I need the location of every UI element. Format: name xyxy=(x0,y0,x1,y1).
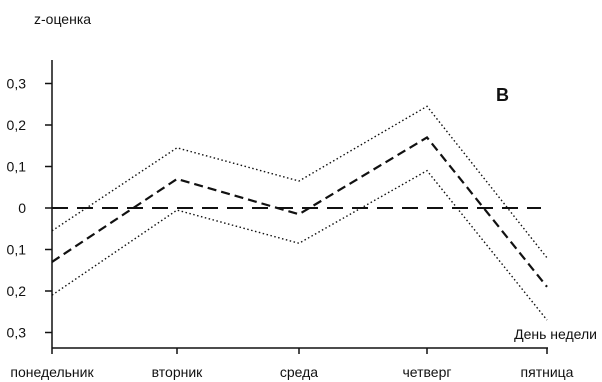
series-group xyxy=(51,105,548,321)
y-axis-title: z-оценка xyxy=(34,11,91,27)
confidence-bound-line-0 xyxy=(51,105,548,259)
y-tick-label: 0,2 xyxy=(7,283,27,299)
x-tick-label: четверг xyxy=(403,364,452,380)
x-tick-label: вторник xyxy=(152,364,204,380)
confidence-bound-line-2 xyxy=(51,169,548,321)
y-tick-label: 0,2 xyxy=(7,117,27,133)
x-tick-label: среда xyxy=(280,364,318,380)
y-tick-label: 0,3 xyxy=(7,76,27,92)
y-ticks: 0,3 0,2 0,1 0 0,1 0,2 0,3 xyxy=(7,76,52,341)
x-tick-label: пятница xyxy=(521,364,574,380)
panel-label: B xyxy=(496,85,509,105)
y-tick-label: 0,3 xyxy=(7,325,27,341)
x-ticks: понедельник вторник среда четверг пятница xyxy=(10,348,574,380)
y-tick-label: 0,1 xyxy=(7,242,27,258)
mean-line-1 xyxy=(51,136,548,288)
x-tick-label: понедельник xyxy=(10,364,94,380)
y-tick-label: 0 xyxy=(18,200,26,216)
x-axis-title: День недели xyxy=(514,326,597,342)
y-tick-label: 0,1 xyxy=(7,159,27,175)
